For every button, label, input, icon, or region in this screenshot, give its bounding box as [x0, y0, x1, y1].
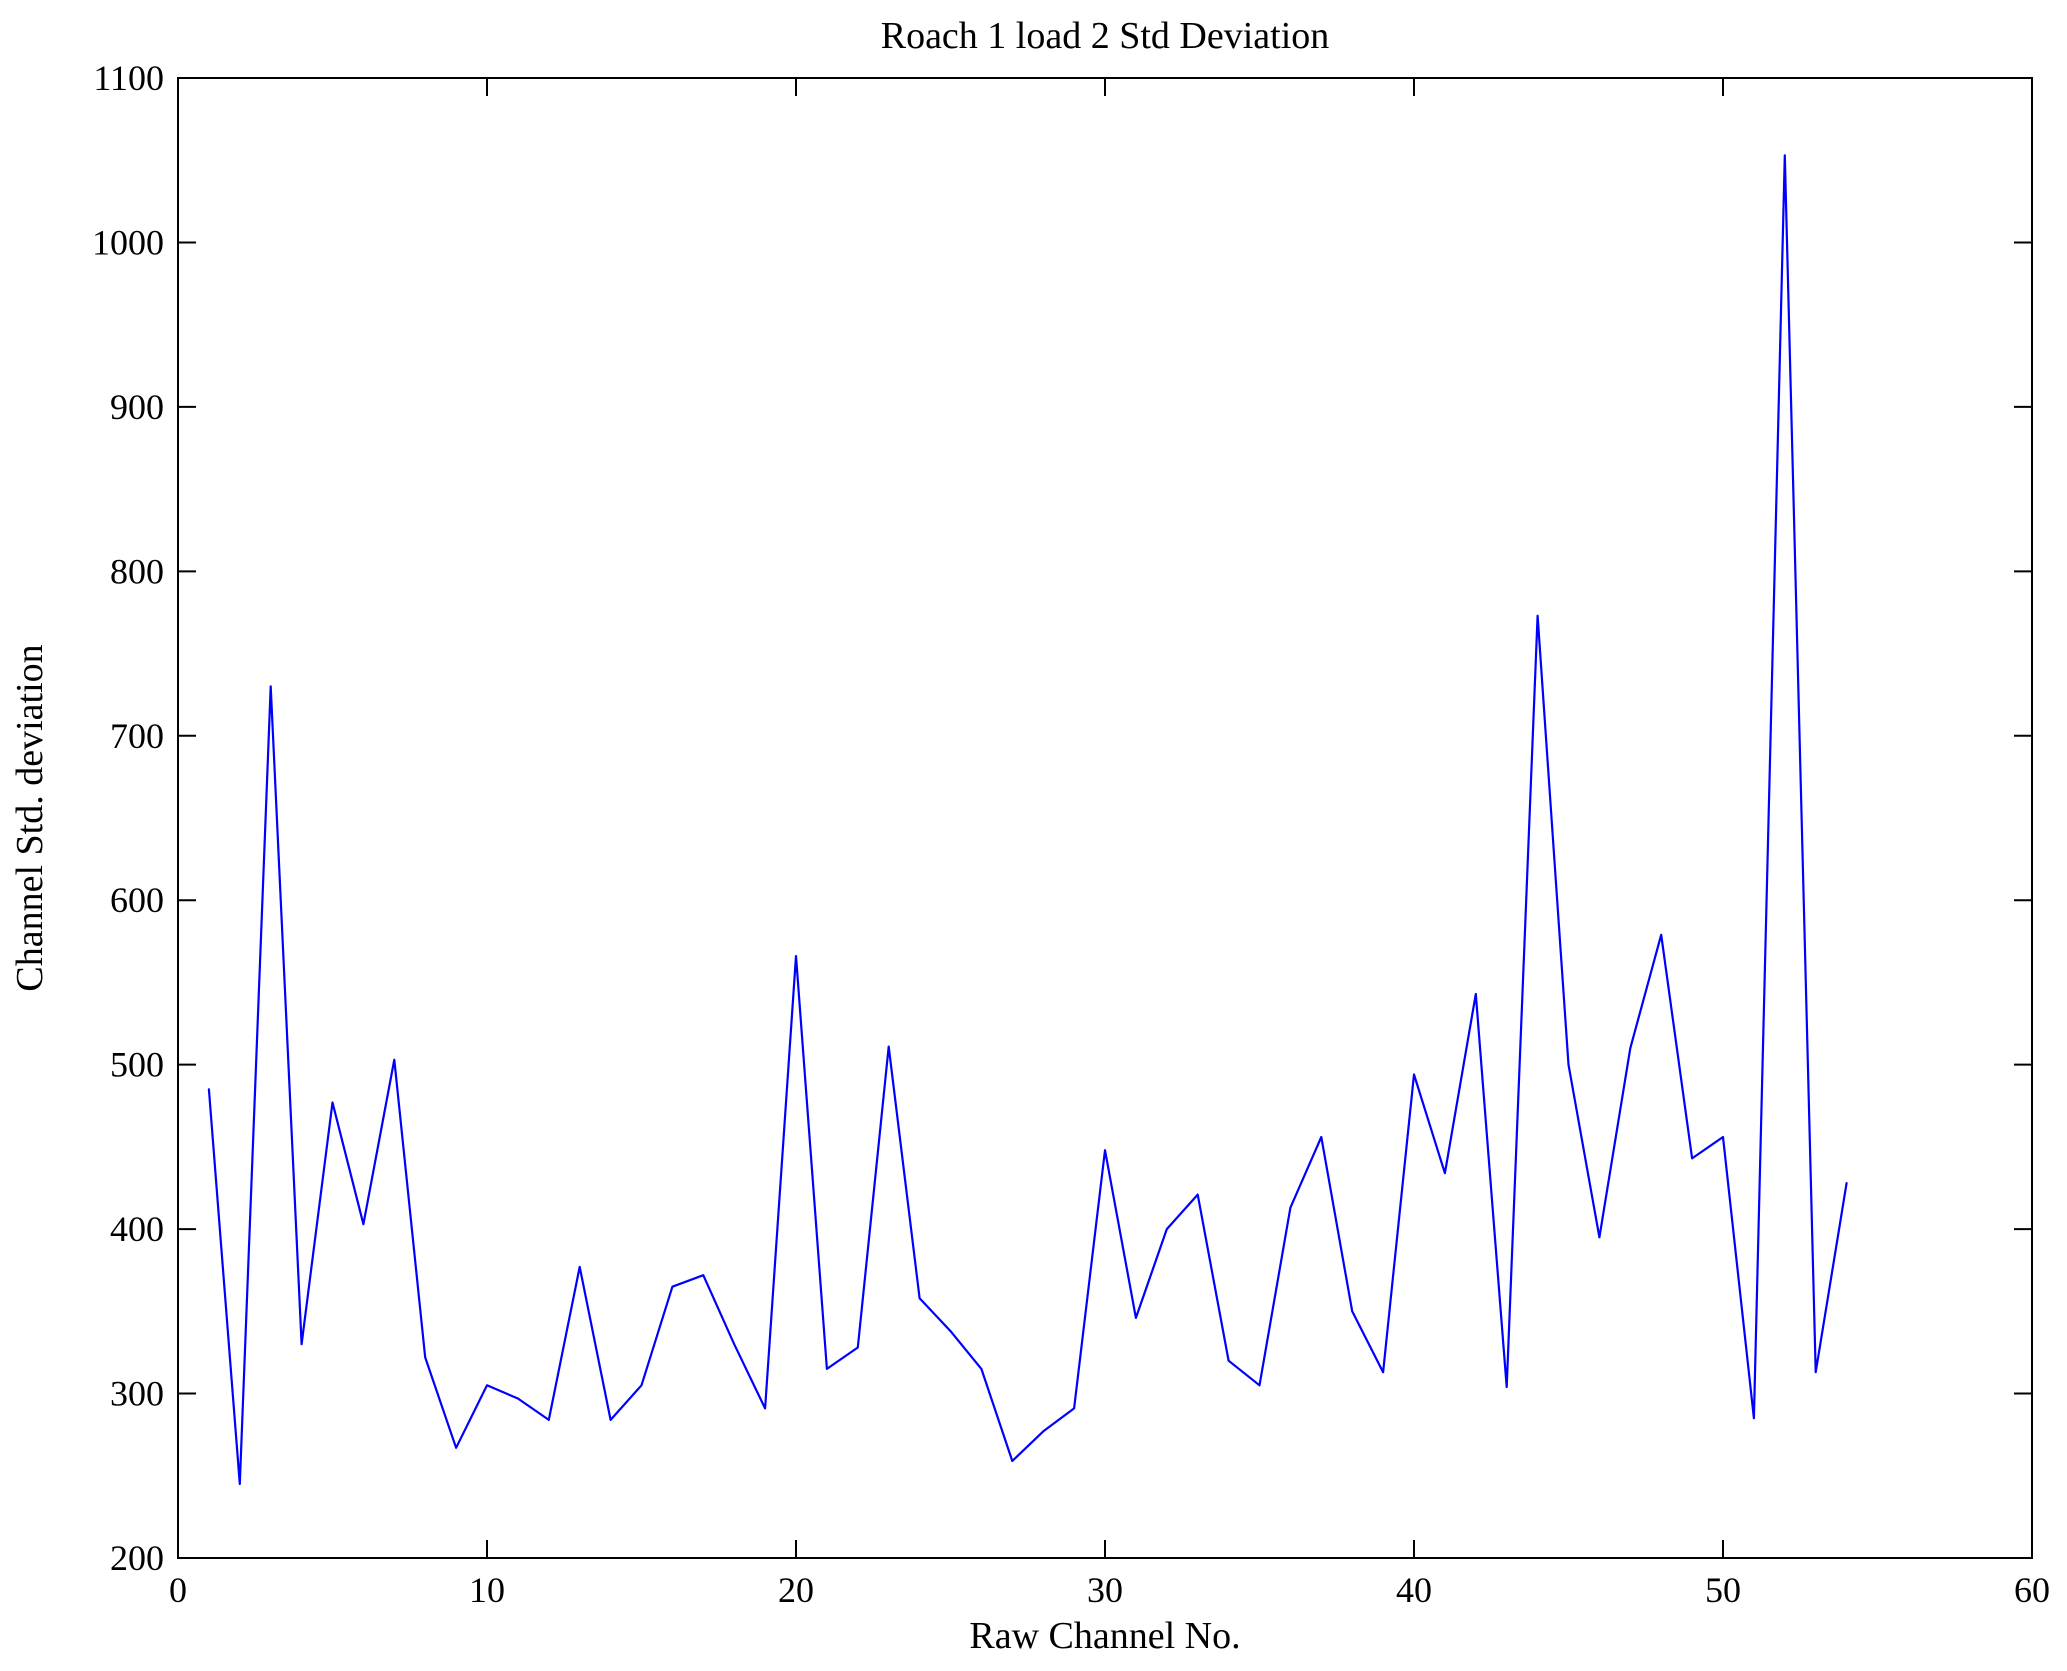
y-tick-label: 400 — [110, 1209, 164, 1249]
axes-box — [177, 77, 2033, 1559]
y-tick-label: 800 — [110, 551, 164, 591]
y-tick-label: 200 — [110, 1538, 164, 1578]
x-axis-label: Raw Channel No. — [969, 1615, 1240, 1657]
x-tick-label: 20 — [778, 1570, 814, 1610]
y-tick-label: 300 — [110, 1374, 164, 1414]
y-tick-label: 700 — [110, 716, 164, 756]
x-tick-label: 60 — [2014, 1570, 2050, 1610]
std-deviation-line — [207, 154, 1848, 1486]
axis-ticks — [177, 77, 2033, 1559]
x-tick-label: 0 — [169, 1570, 187, 1610]
y-axis-label: Channel Std. deviation — [9, 644, 51, 991]
axis-tick-labels: 0 10 20 30 40 50 60 200 300 400 500 600 700 800 900 100… — [92, 58, 2050, 1610]
y-tick-label: 500 — [110, 1045, 164, 1085]
x-tick-label: 50 — [1705, 1570, 1741, 1610]
plot-border — [177, 77, 2033, 1559]
y-tick-label: 900 — [110, 387, 164, 427]
x-tick-label: 40 — [1396, 1570, 1432, 1610]
y-tick-label: 1100 — [93, 58, 164, 98]
x-tick-label: 30 — [1087, 1570, 1123, 1610]
chart-title: Roach 1 load 2 Std Deviation — [881, 15, 1330, 57]
y-tick-label: 600 — [110, 880, 164, 920]
data-series — [207, 154, 1848, 1486]
y-tick-label: 1000 — [92, 222, 164, 262]
x-tick-label: 10 — [469, 1570, 505, 1610]
